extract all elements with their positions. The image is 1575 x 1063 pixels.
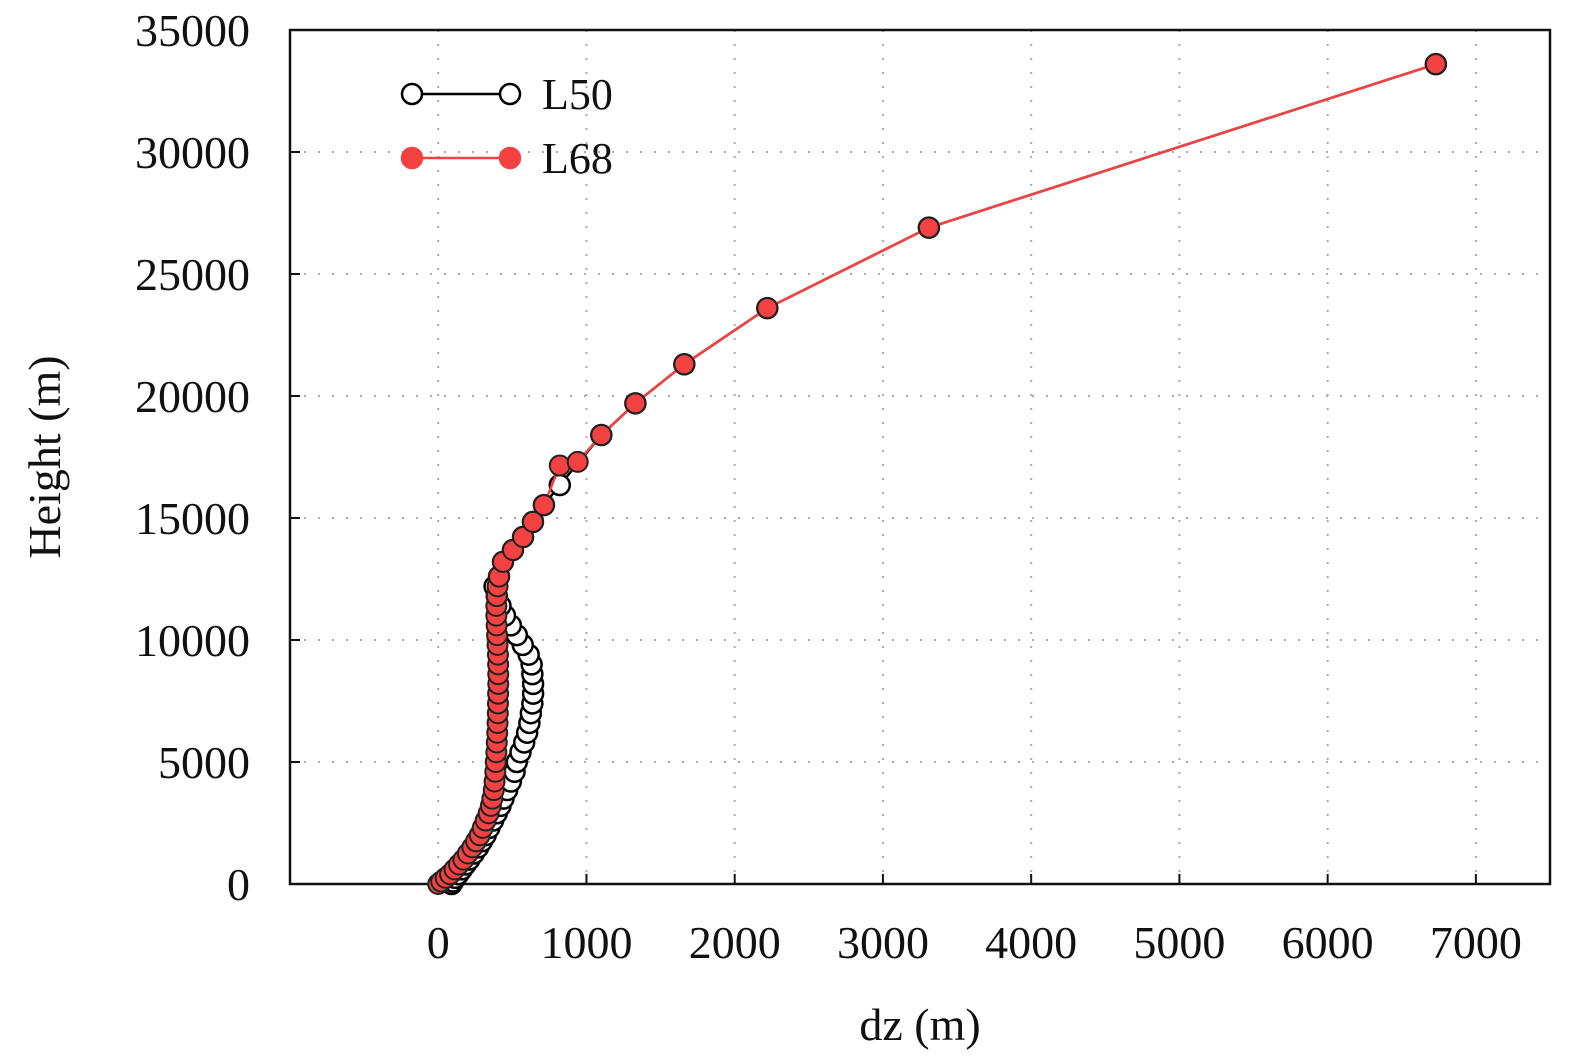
y-tick-label: 30000 [135,127,250,178]
y-tick-label: 0 [227,859,250,910]
y-tick-label: 10000 [135,615,250,666]
x-tick-label: 3000 [837,917,929,968]
y-tick-label: 35000 [135,5,250,56]
x-tick-label: 7000 [1430,917,1522,968]
x-axis-label: dz (m) [859,999,980,1050]
data-point [624,392,647,415]
x-tick-label: 6000 [1282,917,1374,968]
x-tick-label: 0 [427,917,450,968]
legend-marker [498,82,522,106]
legend-marker [400,82,424,106]
legend-marker [400,146,424,170]
data-point [1424,53,1447,76]
legend-label: L68 [542,134,613,183]
data-point [512,526,535,549]
plot-frame [288,28,1552,886]
y-tick-label: 25000 [135,249,250,300]
data-point [548,454,571,477]
data-point [917,216,940,239]
y-axis-label: Height (m) [19,355,70,558]
data-point [566,450,589,473]
series-line [437,62,1437,885]
legend-label: L50 [542,70,613,119]
data-point [532,494,555,517]
legend-marker [498,146,522,170]
x-tick-label: 5000 [1133,917,1225,968]
x-tick-label: 1000 [540,917,632,968]
x-tick-label: 2000 [689,917,781,968]
y-tick-label: 20000 [135,371,250,422]
data-point [590,424,613,447]
data-point [673,353,696,376]
y-tick-label: 5000 [158,737,250,788]
x-tick-label: 4000 [985,917,1077,968]
y-tick-label: 15000 [135,493,250,544]
data-point [521,510,544,533]
data-point [756,297,779,320]
